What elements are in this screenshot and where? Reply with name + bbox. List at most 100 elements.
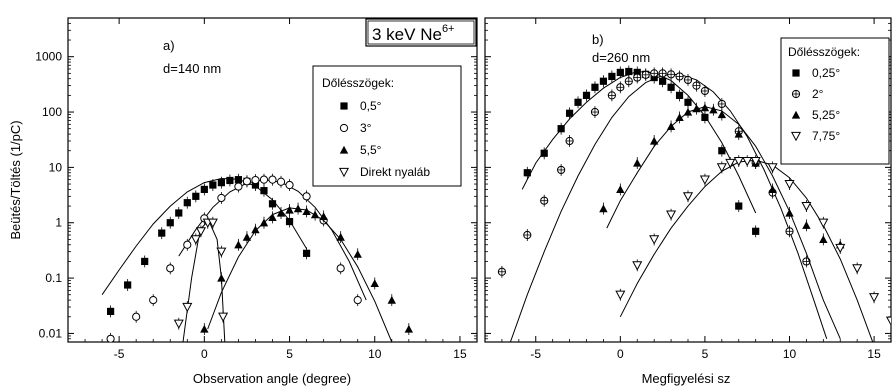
panel-b-data-point-1 bbox=[700, 86, 710, 96]
panel-b-data-point-1 bbox=[624, 77, 633, 86]
panel-a-data-point-2 bbox=[387, 295, 396, 304]
panel-a-data-point-0 bbox=[260, 187, 268, 195]
panel-a-data-point-0 bbox=[192, 192, 200, 200]
panel-b-data-point-3 bbox=[716, 163, 727, 173]
panel-a-data-point-1 bbox=[217, 193, 226, 203]
panel-a-legend-marker-1 bbox=[339, 123, 349, 133]
panel-a-fit-curve-2 bbox=[207, 207, 393, 342]
panel-a-data-point-2 bbox=[268, 213, 277, 221]
panel-a-legend-label-0: 0,5° bbox=[360, 99, 382, 113]
panel-b-data-point-2 bbox=[700, 103, 710, 112]
panel-b-data-point-1 bbox=[675, 72, 684, 81]
panel-b-data-point-2 bbox=[675, 113, 684, 121]
panel-a-data-point-2 bbox=[370, 279, 379, 288]
panel-b-data-point-0 bbox=[523, 169, 531, 177]
panel-b-legend-label-1: 2° bbox=[812, 87, 824, 101]
panel-b-data-point-1 bbox=[650, 69, 659, 78]
panel-a-data-point-2 bbox=[242, 232, 252, 241]
panel-a-data-point-1 bbox=[149, 296, 158, 305]
panel-b-data-point-0 bbox=[616, 68, 624, 77]
panel-a-x-tick-label: 15 bbox=[453, 347, 467, 361]
panel-a-y-tick-label: 0.01 bbox=[39, 326, 63, 340]
panel-b-data-point-2 bbox=[666, 122, 676, 131]
panel-b-data-point-3 bbox=[649, 235, 660, 245]
panel-b-data-point-1 bbox=[785, 227, 794, 236]
panel-b-data-point-2 bbox=[785, 208, 794, 217]
panel-b-x-tick-label: -5 bbox=[530, 347, 541, 361]
panel-b-data-point-0 bbox=[574, 98, 582, 106]
panel-b-fit-curve-0 bbox=[521, 70, 757, 214]
panel-a-data-point-2 bbox=[336, 232, 345, 241]
panel-a-y-tick-label: 100 bbox=[42, 105, 62, 119]
panel-b-data-point-0 bbox=[557, 125, 565, 133]
panel-b-legend-marker-1 bbox=[791, 89, 801, 99]
panel-b-data-point-1 bbox=[717, 99, 726, 109]
panel-a-data-point-1 bbox=[285, 180, 294, 190]
panel-a-x-title: Observation angle (degree) bbox=[193, 371, 351, 386]
panel-a-data-point-3 bbox=[195, 227, 206, 237]
panel-b-data-point-0 bbox=[599, 77, 608, 85]
panel-a-data-point-1 bbox=[251, 175, 260, 185]
panel-b-fit-curve-1 bbox=[509, 73, 828, 342]
panel-a-data-point-1 bbox=[106, 334, 115, 342]
panel-a-data-point-3 bbox=[218, 312, 229, 323]
panel-b-thickness: d=260 nm bbox=[592, 50, 650, 65]
panel-b-data-point-2 bbox=[599, 204, 608, 213]
panel-a-x-tick-label: 5 bbox=[286, 347, 293, 361]
panel-b-data-point-3 bbox=[733, 156, 744, 167]
panel-a-legend-title: Dőlésszögek: bbox=[322, 76, 394, 90]
panel-a-data-point-2 bbox=[353, 250, 362, 258]
panel-a-data-point-1 bbox=[259, 175, 269, 184]
panel-a-data-point-0 bbox=[217, 179, 225, 187]
panel-b-data-point-1 bbox=[683, 75, 693, 85]
panel-a-data-point-0 bbox=[200, 185, 208, 194]
panel-b-data-point-3 bbox=[666, 210, 677, 220]
panel-b-data-point-0 bbox=[659, 77, 667, 85]
energy-text: 3 keV Ne bbox=[372, 25, 442, 44]
panel-b-data-point-2 bbox=[616, 185, 625, 194]
panel-b-data-point-1 bbox=[641, 70, 650, 79]
panel-a-legend-label-2: 5,5° bbox=[360, 143, 382, 157]
panel-b-data-point-1 bbox=[666, 70, 676, 79]
panel-a-label: a) bbox=[163, 38, 175, 53]
panel-b-data-point-0 bbox=[701, 113, 709, 121]
panel-b-data-point-1 bbox=[616, 83, 625, 92]
panel-b-data-point-3 bbox=[852, 264, 863, 274]
panel-b-data-point-1 bbox=[557, 165, 566, 175]
panel-b-data-point-3 bbox=[725, 158, 736, 169]
panel-b-data-point-0 bbox=[718, 147, 726, 155]
panel-a-thickness: d=140 nm bbox=[163, 61, 221, 76]
panel-b-data-point-3 bbox=[869, 293, 880, 303]
panel-a-data-point-0 bbox=[226, 176, 234, 185]
energy-label: 3 keV Ne6+ bbox=[372, 23, 454, 44]
panel-a-legend-label-3: Direkt nyaláb bbox=[360, 165, 430, 179]
panel-b-data-point-0 bbox=[625, 67, 633, 76]
panel-a-y-tick-label: 1 bbox=[55, 216, 62, 230]
panel-a-data-point-0 bbox=[158, 229, 166, 237]
panel-b-data-point-2 bbox=[692, 104, 701, 113]
panel-a-x-tick-label: -5 bbox=[114, 347, 125, 361]
panel-b-data-point-0 bbox=[735, 202, 743, 210]
panel-a-data-point-1 bbox=[268, 175, 277, 184]
panel-b-fit-curve-3 bbox=[619, 159, 874, 342]
panel-b-data-point-3 bbox=[750, 156, 761, 167]
panel-a-legend-marker-3 bbox=[338, 167, 350, 178]
panel-b-data-point-0 bbox=[675, 91, 684, 99]
panel-b-x-tick-label: 10 bbox=[783, 347, 797, 361]
panel-a-data-point-3 bbox=[182, 302, 193, 313]
panel-a-legend-marker-0 bbox=[340, 102, 348, 110]
panel-a-data-point-1 bbox=[276, 177, 286, 186]
panel-b-data-point-1 bbox=[590, 107, 600, 117]
panel-b-data-point-3 bbox=[767, 163, 778, 173]
panel-b-legend-label-0: 0,25° bbox=[812, 66, 840, 80]
panel-b-data-point-0 bbox=[540, 149, 548, 157]
panel-a-data-point-3 bbox=[216, 247, 227, 257]
panel-a-y-tick-label: 1000 bbox=[35, 50, 62, 64]
panel-b-legend-marker-0 bbox=[792, 69, 800, 77]
panel-b-data-point-3 bbox=[615, 290, 626, 300]
panel-b-data-point-2 bbox=[819, 235, 828, 243]
panel-a-data-point-0 bbox=[141, 257, 149, 266]
panel-a-data-point-0 bbox=[268, 200, 277, 208]
panel-b-data-point-0 bbox=[752, 227, 760, 235]
